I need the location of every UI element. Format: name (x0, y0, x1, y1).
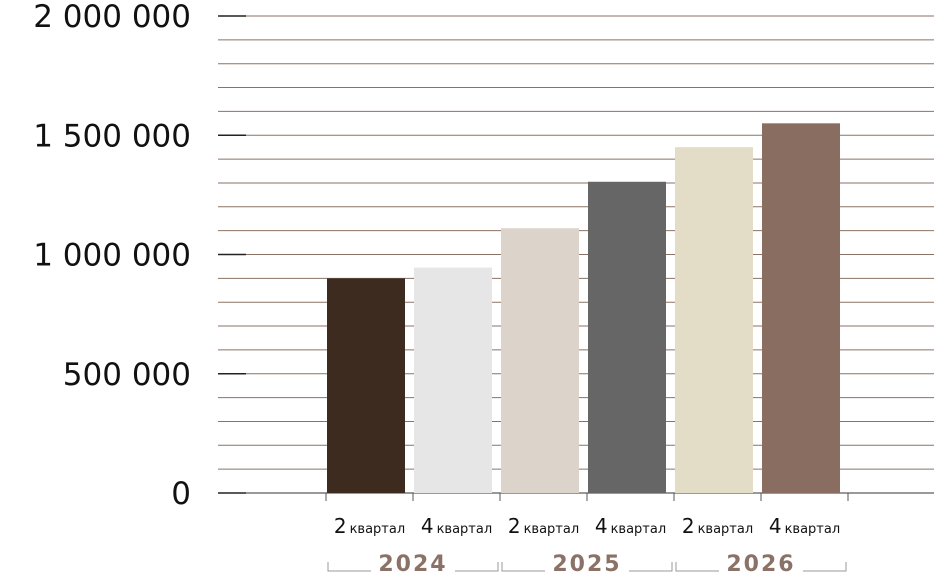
year-group-label: 2026 (726, 552, 795, 577)
year-bracket (327, 562, 499, 572)
bar-4-kvartal-2026 (762, 123, 840, 493)
year-group-label: 2024 (378, 552, 447, 577)
y-tick-label: 500 000 (63, 357, 191, 393)
y-tick-label: 1 500 000 (33, 118, 191, 154)
y-tick-label: 1 000 000 (33, 238, 191, 274)
x-tick-label: 2 квартал (682, 514, 753, 538)
y-tick-label: 2 000 000 (33, 0, 191, 35)
bar-4-kvartal-2025 (588, 181, 666, 493)
x-tick-label: 2 квартал (508, 514, 579, 538)
bar-2-kvartal-2026 (675, 147, 753, 494)
year-group-label: 2025 (552, 552, 621, 577)
y-axis: 0 500 000 1 000 000 1 500 000 2 000 000 (33, 0, 246, 512)
year-bracket (675, 562, 847, 572)
x-tick-label: 4 квартал (769, 514, 840, 538)
x-tick-label: 4 квартал (421, 514, 492, 538)
bar-2-kvartal-2024 (327, 278, 405, 493)
bar-2-kvartal-2025 (501, 228, 579, 493)
bar-4-kvartal-2024 (414, 267, 492, 493)
x-tick-label: 2 квартал (334, 514, 405, 538)
year-bracket (501, 562, 673, 572)
x-axis: 2 квартал 4 квартал 2 квартал 4 квартал 2 квартал… (325, 493, 849, 577)
bars (327, 123, 840, 494)
x-tick-label: 4 квартал (595, 514, 666, 538)
y-tick-label: 0 (171, 476, 191, 512)
